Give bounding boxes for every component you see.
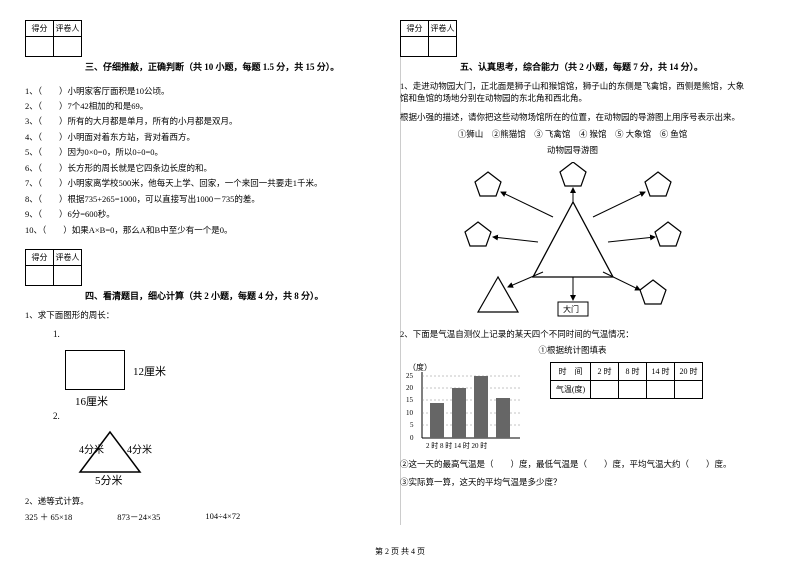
th-14: 14 时 [647, 362, 675, 380]
calc2: 873－24×35 [117, 511, 160, 523]
q3-9: 9、（ ）6分=600秒。 [25, 207, 365, 221]
bar-chart: （度） 25 20 15 10 5 0 [400, 362, 530, 452]
bar-chart-svg: （度） 25 20 15 10 5 0 [400, 362, 530, 452]
q3-4: 4、（ ）小明面对着东方站，背对着西方。 [25, 130, 365, 144]
q3-10: 10、（ ）如果A×B=0，那么A和B中至少有一个是0。 [25, 223, 365, 237]
q3-2: 2、（ ）7个42相加的和是69。 [25, 99, 365, 113]
th-time: 时 间 [551, 362, 591, 380]
ylabel: （度） [408, 362, 432, 372]
score-box-5: 得分评卷人 [400, 20, 745, 57]
svg-text:15: 15 [406, 396, 414, 404]
q3-5: 5、（ ）因为0×0=0，所以0÷0=0。 [25, 145, 365, 159]
score-table: 得分评卷人 [25, 249, 82, 286]
gate-label: 大门 [563, 304, 579, 314]
q3-8: 8、（ ）根据735+265=1000，可以直接写出1000－735的差。 [25, 192, 365, 206]
q3-6: 6、（ ）长方形的周长就是它四条边长度的和。 [25, 161, 365, 175]
figure-1: 1. 12厘米 16厘米 2. 4分米 4分米 5分米 [45, 329, 365, 487]
x-axis: 2 时 8 时 14 时 20 时 [426, 441, 487, 450]
grader-cell [54, 37, 82, 57]
zoo-options: ①狮山 ②熊猫馆 ③ 飞禽馆 ④ 猴馆 ⑤ 大象馆 ⑥ 鱼馆 [400, 128, 745, 140]
score-label: 得分 [26, 249, 54, 265]
zoo-map: 大门 [453, 162, 693, 322]
chart-and-table: （度） 25 20 15 10 5 0 [400, 362, 745, 452]
rect-label-bottom: 16厘米 [75, 393, 108, 409]
svg-text:10: 10 [406, 409, 414, 417]
grader-cell [429, 37, 457, 57]
score-label: 得分 [401, 21, 429, 37]
s4-q2: 2、递等式计算。 [25, 495, 365, 507]
page-footer: 第 2 页 共 4 页 [0, 546, 800, 557]
triangle-figure: 4分米 4分米 5分米 [55, 427, 195, 487]
score-table: 得分评卷人 [25, 20, 82, 57]
chart-subtitle: ①根据统计图填表 [400, 344, 745, 356]
s5-q2: 2、下面是气温自测仪上记录的某天四个不同时间的气温情况： [400, 328, 745, 340]
score-cell [26, 37, 54, 57]
cell-1 [591, 380, 619, 398]
fig1-num: 1. [53, 329, 365, 339]
rectangle-figure: 12厘米 16厘米 [45, 345, 185, 405]
map-title: 动物园导游图 [400, 144, 745, 156]
temp-table: 时 间 2 时 8 时 14 时 20 时 气温(度) [550, 362, 703, 399]
zoo-map-svg: 大门 [453, 162, 693, 322]
section3-questions: 1、（ ）小明家客厅面积是10公顷。 2、（ ）7个42相加的和是69。 3、（… [25, 84, 365, 237]
rect-label-right: 12厘米 [133, 363, 166, 379]
score-table: 得分评卷人 [400, 20, 457, 57]
s4-q1: 1、求下面图形的周长： [25, 309, 365, 321]
svg-text:5: 5 [410, 421, 414, 429]
score-label: 得分 [26, 21, 54, 37]
s5-intro2: 根据小强的描述，请你把这些动物场馆所在的位置，在动物园的导游图上用序号表示出来。 [400, 111, 745, 124]
tri-left: 4分米 [79, 443, 104, 456]
row-temp: 气温(度) [551, 380, 591, 398]
score-box-4: 得分评卷人 [25, 249, 365, 286]
svg-text:20: 20 [406, 384, 414, 392]
tri-right: 4分米 [127, 443, 152, 456]
s5-intro1: 1、走进动物园大门，正北面是狮子山和猴馆馆，狮子山的东侧是飞禽馆，西侧是熊馆，大… [400, 80, 745, 106]
grader-label: 评卷人 [429, 21, 457, 37]
right-column: 得分评卷人 五、认真思考，综合能力（共 2 小题，每题 7 分，共 14 分）。… [380, 0, 760, 565]
section5-title: 五、认真思考，综合能力（共 2 小题，每题 7 分，共 14 分）。 [460, 61, 745, 74]
th-20: 20 时 [675, 362, 703, 380]
section3-title: 三、仔细推敲，正确判断（共 10 小题，每题 1.5 分，共 15 分）。 [85, 61, 365, 74]
rectangle-shape [65, 350, 125, 390]
grader-cell [54, 265, 82, 285]
th-2: 2 时 [591, 362, 619, 380]
s5-q2b: ②这一天的最高气温是（ ）度，最低气温是（ ）度，平均气温大约（ ）度。 [400, 458, 745, 470]
svg-text:25: 25 [406, 372, 414, 380]
calc-row: 325 ＋ 65×18 873－24×35 104÷4×72 [25, 511, 365, 523]
score-cell [401, 37, 429, 57]
grader-label: 评卷人 [54, 249, 82, 265]
cell-2 [619, 380, 647, 398]
grader-label: 评卷人 [54, 21, 82, 37]
cell-4 [675, 380, 703, 398]
fig2-num: 2. [53, 411, 365, 421]
score-cell [26, 265, 54, 285]
section4-title: 四、看清题目，细心计算（共 2 小题，每题 4 分，共 8 分）。 [85, 290, 365, 303]
svg-text:0: 0 [410, 434, 414, 442]
q3-3: 3、（ ）所有的大月都是单月，所有的小月都是双月。 [25, 114, 365, 128]
cell-3 [647, 380, 675, 398]
th-8: 8 时 [619, 362, 647, 380]
s5-q2c: ③实际算一算，这天的平均气温是多少度？ [400, 476, 745, 488]
calc1: 325 ＋ 65×18 [25, 511, 72, 523]
q3-1: 1、（ ）小明家客厅面积是10公顷。 [25, 84, 365, 98]
triangle-svg: 4分米 4分米 5分米 [55, 427, 195, 487]
tri-bottom: 5分米 [95, 474, 123, 487]
left-column: 得分评卷人 三、仔细推敲，正确判断（共 10 小题，每题 1.5 分，共 15 … [0, 0, 380, 565]
score-box-3: 得分评卷人 [25, 20, 365, 57]
q3-7: 7、（ ）小明家离学校500米，他每天上学、回家，一个来回一共要走1千米。 [25, 176, 365, 190]
calc3: 104÷4×72 [205, 511, 240, 523]
